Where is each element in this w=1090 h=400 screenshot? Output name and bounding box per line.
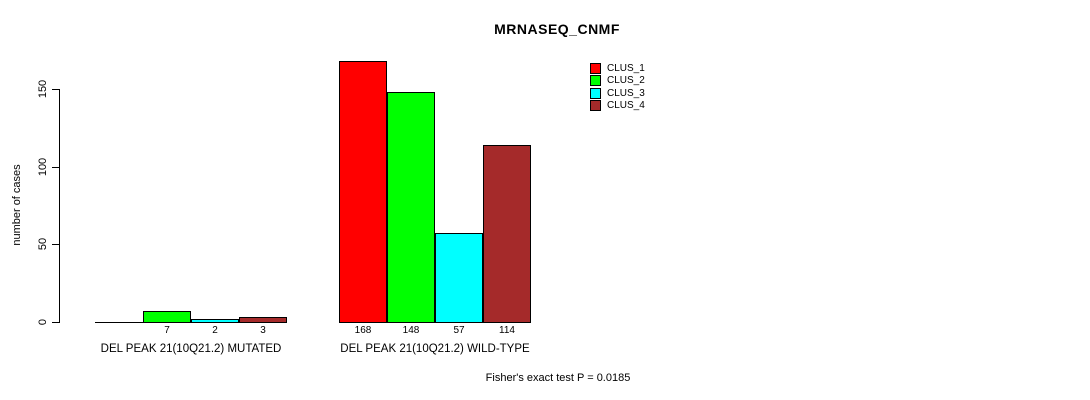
bar-value-label: 114 (499, 325, 515, 336)
bar-clus_3-group1 (191, 319, 239, 323)
y-axis-line (59, 89, 60, 323)
stat-test-note: Fisher's exact test P = 0.0185 (485, 372, 631, 384)
bar-value-label: 148 (402, 325, 420, 336)
legend-label: CLUS_1 (607, 62, 645, 74)
bar-clus_4-group2 (483, 145, 531, 323)
bar-clus_2-group1 (143, 311, 191, 323)
bar-value-label: 57 (453, 325, 465, 336)
bar-clus_4-group1 (239, 317, 287, 323)
y-tick-label: 50 (37, 237, 49, 251)
y-tick-label: 0 (37, 318, 49, 326)
legend-item-clus_2: CLUS_2 (590, 75, 645, 88)
bar-clus_1-group2 (339, 61, 387, 323)
legend: CLUS_1 CLUS_2 CLUS_3 CLUS_4 (590, 62, 645, 112)
x-group-label-wild-type: DEL PEAK 21(10Q21.2) WILD-TYPE (340, 343, 530, 355)
bar-value-label: 2 (212, 325, 218, 336)
y-axis-title: number of cases (11, 164, 23, 246)
x-group-label-mutated: DEL PEAK 21(10Q21.2) MUTATED (100, 343, 282, 355)
y-tick-mark (52, 167, 59, 168)
y-tick-mark (52, 322, 59, 323)
y-tick-mark (52, 244, 59, 245)
bar-clus_2-group2 (387, 92, 435, 323)
bar-value-label: 3 (260, 325, 266, 336)
legend-label: CLUS_4 (607, 100, 645, 112)
legend-swatch-icon (590, 100, 601, 112)
legend-item-clus_4: CLUS_4 (590, 100, 645, 113)
legend-label: CLUS_2 (607, 75, 645, 87)
bar-value-label: 7 (164, 325, 170, 336)
chart-title: MRNASEQ_CNMF (494, 21, 620, 37)
legend-swatch-icon (590, 87, 601, 99)
y-tick-mark (52, 89, 59, 90)
bar-clus_3-group2 (435, 233, 483, 323)
legend-item-clus_3: CLUS_3 (590, 87, 645, 100)
legend-swatch-icon (590, 75, 601, 87)
legend-swatch-icon (590, 62, 601, 74)
bar-value-label: 168 (354, 325, 372, 336)
legend-label: CLUS_3 (607, 87, 645, 99)
legend-item-clus_1: CLUS_1 (590, 62, 645, 75)
y-tick-label: 150 (37, 79, 49, 99)
y-tick-label: 100 (37, 157, 49, 177)
